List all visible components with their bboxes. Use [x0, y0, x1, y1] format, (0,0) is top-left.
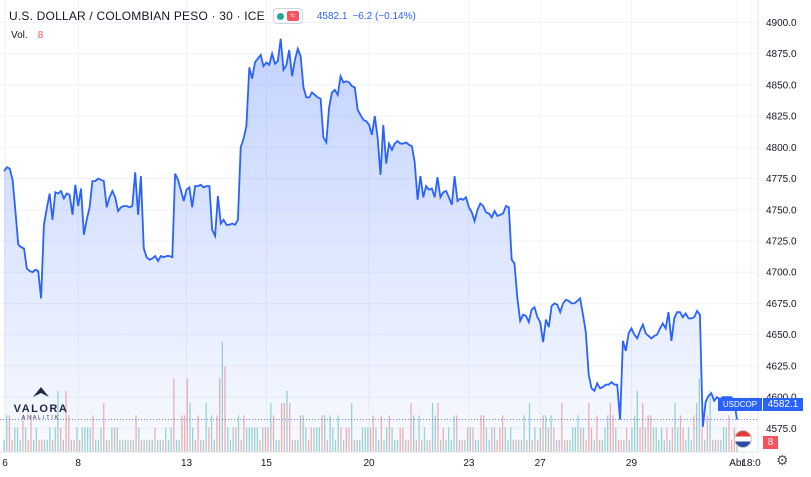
- current-price-label: 4582.1: [763, 398, 803, 411]
- symbol-price-label: USDCOP: [718, 398, 762, 411]
- valora-logo: VALORA ANALITIK: [10, 385, 72, 421]
- price-axis[interactable]: 4575.04600.04625.04650.04675.04700.04725…: [757, 0, 797, 452]
- time-tick-label: 8: [75, 458, 81, 469]
- settings-gear-icon[interactable]: ⚙: [776, 452, 789, 468]
- logo-icon: [33, 387, 49, 397]
- volume-label: Vol.: [11, 30, 28, 41]
- price-tick-label: 4750.0: [766, 205, 797, 216]
- price-tick-label: 4825.0: [766, 112, 797, 123]
- time-tick-label: 23: [463, 458, 475, 469]
- logo-subtitle: ANALITIK: [21, 415, 61, 421]
- price-tick-label: 4700.0: [766, 268, 797, 279]
- flag-icon[interactable]: [734, 430, 752, 448]
- time-tick-label: 15: [261, 458, 273, 469]
- price-line-series: [3, 38, 738, 428]
- price-tick-label: 4675.0: [766, 299, 797, 310]
- price-tick-label: 4650.0: [766, 330, 797, 341]
- price-change: −6.2 (−0.14%): [352, 10, 416, 22]
- logo-name: VALORA: [13, 403, 69, 415]
- price-tick-label: 4725.0: [766, 236, 797, 247]
- symbol-title[interactable]: U.S. DOLLAR / COLOMBIAN PESO · 30 · ICE: [9, 9, 265, 23]
- price-area: [4, 38, 737, 452]
- time-tick-label: Abr: [729, 458, 745, 469]
- time-tick-label: 27: [535, 458, 547, 469]
- time-tick-label: 29: [626, 458, 638, 469]
- last-price: 4582.1: [316, 10, 348, 22]
- time-tick-label: 6: [2, 458, 8, 469]
- volume-value: 8: [37, 30, 44, 41]
- chart-header: U.S. DOLLAR / COLOMBIAN PESO · 30 · ICE …: [9, 8, 416, 24]
- status-pill[interactable]: ≈: [272, 8, 303, 24]
- time-tick-label: 13: [181, 458, 193, 469]
- price-tick-label: 4800.0: [766, 143, 797, 154]
- volume-axis-label: 8: [763, 436, 778, 449]
- time-tick-label: 18:0: [741, 458, 761, 469]
- price-tick-label: 4850.0: [766, 80, 797, 91]
- price-tick-label: 4575.0: [766, 424, 797, 435]
- delayed-data-icon: ≈: [286, 11, 299, 21]
- price-tick-label: 4775.0: [766, 174, 797, 185]
- time-tick-label: 20: [364, 458, 376, 469]
- price-tick-label: 4625.0: [766, 361, 797, 372]
- market-status-icon: [276, 12, 284, 20]
- price-tick-label: 4900.0: [766, 18, 797, 29]
- volume-legend[interactable]: Vol. 8: [11, 30, 43, 41]
- price-tick-label: 4875.0: [766, 49, 797, 60]
